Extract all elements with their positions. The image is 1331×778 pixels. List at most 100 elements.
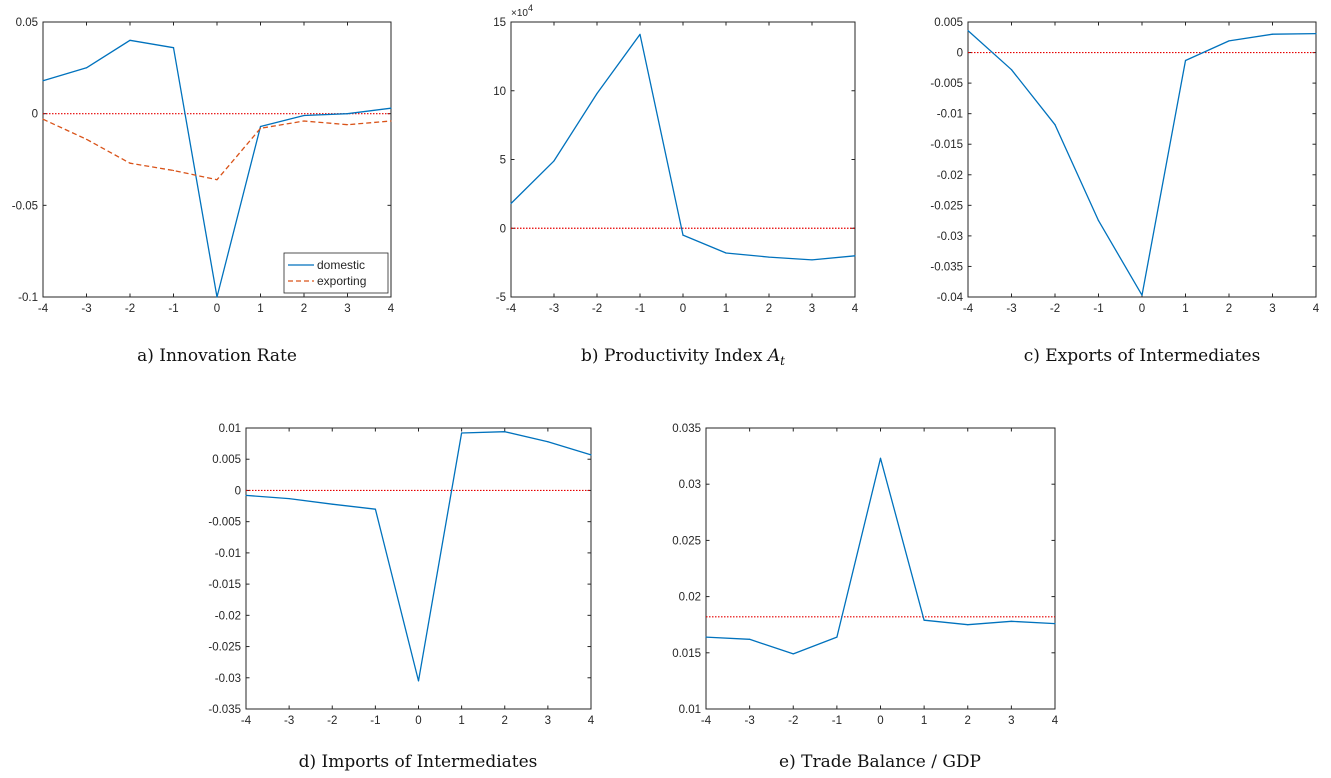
data-point [504,431,506,433]
data-point [288,497,290,500]
x-tick-label: -3 [1006,303,1016,315]
x-tick-label: 1 [458,715,464,727]
data-point [596,92,598,95]
panel-caption: a) Innovation Rate [137,346,297,366]
y-tick-label: -0.015 [208,579,241,591]
panel-caption: c) Exports of Intermediates [1024,346,1261,366]
y-tick-label: 0.015 [672,648,701,660]
y-tick-label: -0.015 [930,139,963,151]
data-point [303,114,305,117]
chart-panel-3: -4 -3 -2 -1 0 1 2 3 4 -0.04 -0.035 -0.03 -0.025 -0.02… [930,17,1319,366]
caption-text: a) Innovation Rate [137,346,297,366]
x-tick-label: 1 [257,303,263,315]
y-tick-label: -5 [496,292,506,304]
x-tick-label: 3 [809,303,815,315]
data-point [1141,294,1143,296]
data-point [259,125,262,128]
y-tick-label: 5 [500,155,506,167]
x-tick-label: 2 [1226,303,1232,315]
x-tick-label: -1 [370,715,380,727]
x-tick-label: 0 [415,715,421,727]
y-exponent-base: ×10 [511,8,528,19]
y-tick-label: 0.005 [934,17,963,29]
data-point [725,252,727,254]
data-point [259,127,262,129]
y-tick-label: 0.035 [672,423,701,435]
data-point [346,113,349,115]
y-tick-label: 10 [493,86,506,98]
y-tick-label: -0.005 [208,517,241,529]
y-tick-label: 0.03 [679,479,701,491]
y-tick-label: 15 [493,17,506,29]
caption-text: d) Imports of Intermediates [299,752,538,772]
data-point [510,202,512,205]
x-tick-label: 2 [766,303,772,315]
data-point [461,432,463,434]
panel-caption: e) Trade Balance / GDP [779,752,981,772]
x-tick-label: 4 [388,303,395,315]
data-point [705,636,707,638]
y-tick-label: -0.005 [930,78,963,90]
data-point [811,259,813,261]
y-exponent-label: ×104 [511,3,533,19]
data-point [390,107,392,109]
data-point [42,80,44,82]
y-tick-label: -0.025 [208,642,241,654]
x-tick-label: -2 [125,303,135,315]
data-point [1271,33,1274,35]
plot-area [967,21,1317,298]
caption-text: c) Exports of Intermediates [1024,346,1261,366]
data-point [1228,40,1230,42]
chart-panel-4: -4 -3 -2 -1 0 1 2 3 4 -0.035 -0.03 -0.025 -0.02 -0.01… [208,423,594,772]
x-tick-label: 3 [1269,303,1275,315]
x-tick-label: 1 [921,715,927,727]
data-point [129,39,131,41]
x-tick-label: -1 [832,715,842,727]
legend-label: domestic [317,258,365,272]
x-tick-label: -2 [788,715,798,727]
x-tick-label: -4 [701,715,712,727]
data-point [590,454,592,456]
y-tick-label: 0.01 [219,423,241,435]
data-point [1054,622,1056,625]
panel-caption: d) Imports of Intermediates [299,752,538,772]
y-tick-label: -0.01 [215,548,241,560]
plot-area [705,427,1056,710]
legend: domestic exporting [283,252,389,294]
plot-area [245,427,592,710]
panel-caption: b) Productivity Index At [581,346,785,368]
data-point [1010,620,1012,622]
plot-area [510,21,856,298]
x-tick-label: -3 [549,303,559,315]
x-tick-label: -2 [592,303,602,315]
y-tick-label: -0.035 [930,261,963,273]
x-tick-label: 3 [545,715,551,727]
caption-subscript: t [780,354,785,368]
data-point [172,47,175,49]
y-tick-label: -0.03 [215,673,241,685]
y-tick-label: 0.01 [679,704,701,716]
data-point [303,120,305,122]
y-tick-label: -0.01 [937,109,963,121]
legend-box [283,252,389,294]
x-tick-label: 4 [1052,715,1059,727]
x-tick-label: -4 [506,303,517,315]
x-tick-label: -1 [168,303,178,315]
plot-area [42,21,392,298]
data-point [42,118,44,120]
data-point [216,296,218,298]
x-tick-label: -3 [81,303,91,315]
y-tick-label: -0.035 [208,704,241,716]
data-point [854,255,856,257]
x-tick-label: 1 [723,303,729,315]
x-tick-label: -4 [241,715,252,727]
y-tick-label: 0.02 [679,592,701,604]
data-point [836,636,838,638]
data-point [792,653,794,655]
data-point [374,508,376,510]
y-tick-label: 0 [957,48,963,60]
y-tick-label: 0 [500,223,506,235]
x-tick-label: 1 [1182,303,1188,315]
x-tick-label: 0 [680,303,686,315]
